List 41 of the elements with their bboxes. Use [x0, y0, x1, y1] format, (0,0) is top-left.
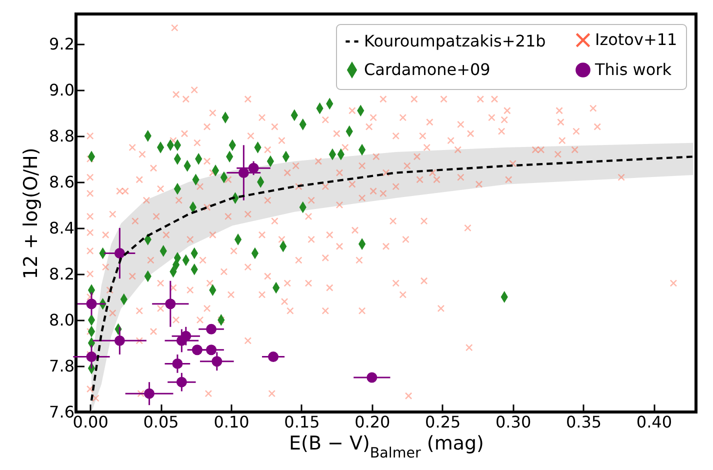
y-axis-title: 12 + log(O/H) [20, 148, 42, 280]
point [206, 344, 217, 356]
x-tick-label: 0.30 [496, 412, 532, 432]
legend-label: Kouroumpatzakis+21b [364, 32, 546, 50]
y-tick-label: 8.8 [49, 126, 74, 146]
y-tick-label: 7.6 [49, 402, 74, 422]
point [86, 352, 97, 362]
legend-label: This work [594, 60, 672, 79]
point [176, 376, 187, 388]
legend-label: Izotov+11 [595, 30, 678, 50]
x-axis-title: E(B − V)$_{Balmer}$ (mag) [289, 432, 484, 462]
x-tick-label: 0.00 [72, 412, 108, 432]
point [180, 330, 192, 342]
x-tick-label: 0.05 [143, 412, 179, 432]
point [86, 298, 97, 310]
y-tick-label: 8.2 [49, 264, 74, 284]
y-tick-label: 8.0 [49, 310, 74, 330]
x-tick-label: 0.20 [354, 412, 390, 432]
point [366, 372, 378, 383]
y-tick-label: 8.6 [49, 172, 74, 192]
x-tick-label: 0.15 [284, 412, 320, 432]
point [114, 335, 125, 346]
point [268, 352, 279, 362]
point [212, 356, 222, 367]
point [238, 168, 249, 178]
point [206, 324, 217, 334]
x-tick-label: 0.25 [425, 412, 461, 432]
point [165, 298, 176, 310]
point [192, 344, 202, 356]
point [114, 248, 125, 258]
point [248, 162, 259, 174]
x-tick-label: 0.35 [566, 412, 602, 432]
point [172, 358, 183, 369]
y-tick-label: 9.2 [49, 34, 74, 54]
legend-label: Cardamone+09 [364, 60, 490, 79]
y-tick-label: 8.4 [49, 218, 74, 238]
x-tick-label: 0.40 [636, 412, 672, 432]
y-tick-label: 7.8 [49, 356, 74, 376]
x-tick-label: 0.10 [214, 412, 250, 432]
y-tick-label: 9.0 [49, 80, 74, 100]
point [144, 388, 155, 399]
